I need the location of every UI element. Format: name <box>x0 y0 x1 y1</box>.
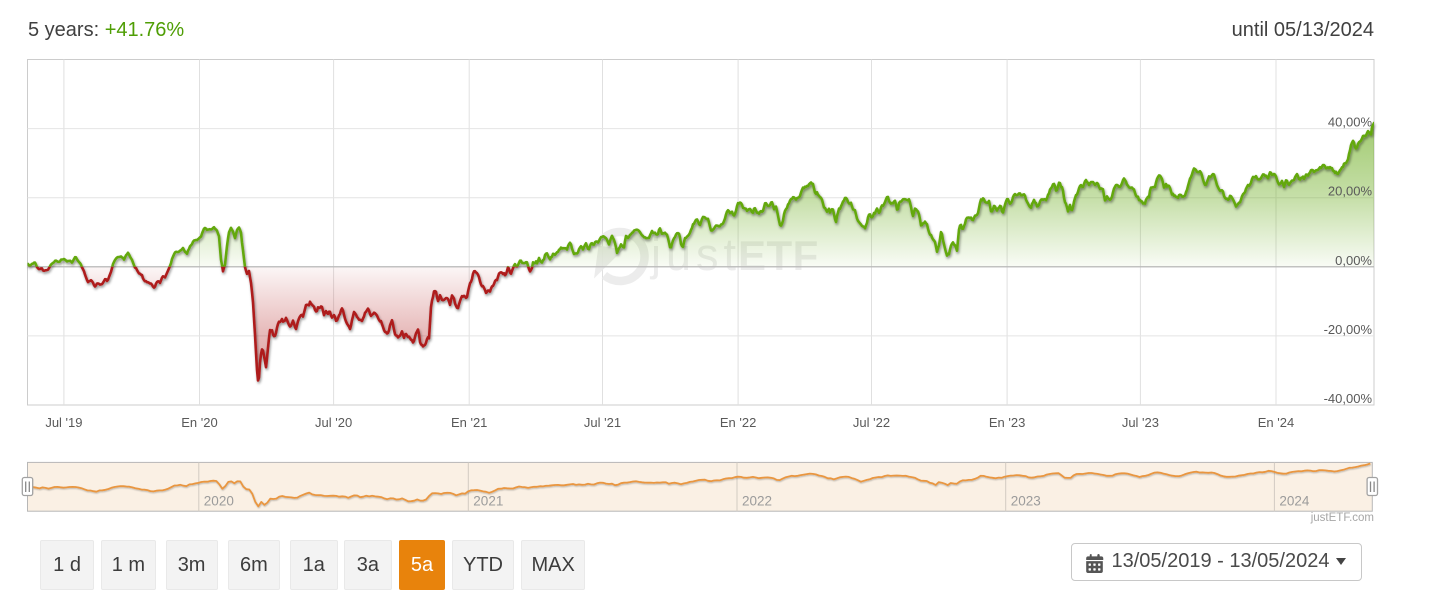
svg-text:justETF.com: justETF.com <box>1310 512 1374 524</box>
svg-text:20,00%: 20,00% <box>1328 184 1373 199</box>
svg-text:En '22: En '22 <box>720 415 756 430</box>
svg-text:En '20: En '20 <box>181 415 217 430</box>
svg-text:En '23: En '23 <box>989 415 1025 430</box>
svg-text:Jul '23: Jul '23 <box>1122 415 1159 430</box>
svg-text:2023: 2023 <box>1011 494 1041 509</box>
svg-text:2021: 2021 <box>473 494 503 509</box>
svg-text:Jul '22: Jul '22 <box>853 415 890 430</box>
svg-text:En '21: En '21 <box>451 415 487 430</box>
svg-text:-20,00%: -20,00% <box>1324 322 1373 337</box>
svg-text:Jul '21: Jul '21 <box>584 415 621 430</box>
svg-text:Jul '20: Jul '20 <box>315 415 352 430</box>
svg-text:40,00%: 40,00% <box>1328 115 1373 130</box>
svg-text:2024: 2024 <box>1279 494 1310 509</box>
svg-text:-40,00%: -40,00% <box>1324 391 1373 406</box>
svg-text:0,00%: 0,00% <box>1335 253 1372 268</box>
svg-text:2020: 2020 <box>204 494 234 509</box>
svg-text:En '24: En '24 <box>1258 415 1294 430</box>
svg-text:Jul '19: Jul '19 <box>45 415 82 430</box>
svg-text:2022: 2022 <box>742 494 772 509</box>
